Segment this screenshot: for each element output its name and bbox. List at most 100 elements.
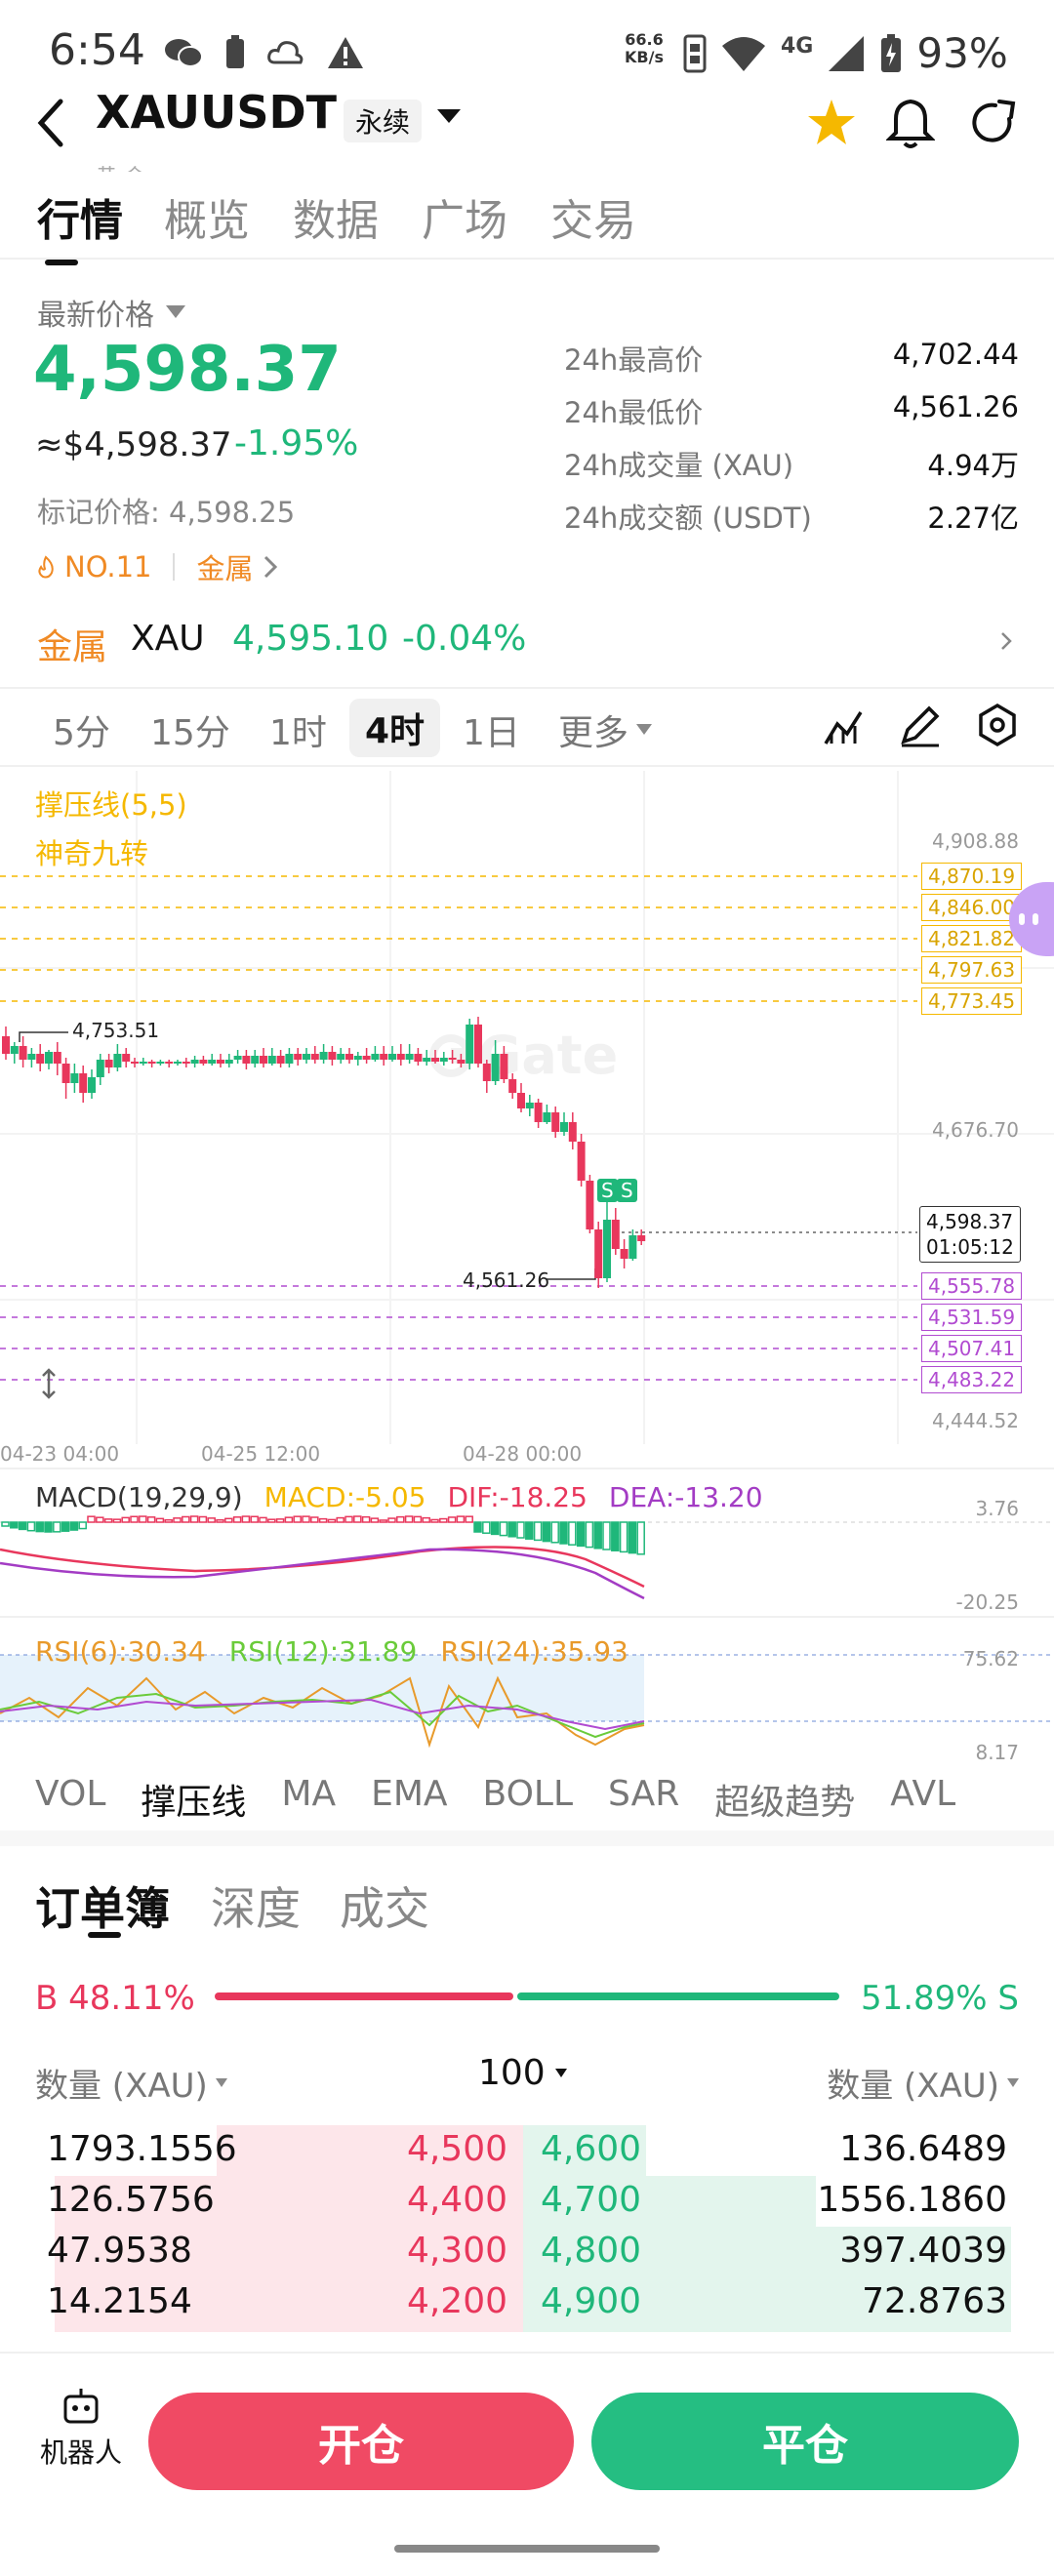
symbol-title[interactable]: XAUUSDT bbox=[96, 86, 338, 139]
status-time: 6:54 bbox=[49, 25, 145, 75]
overlay-support-resistance-label: 撑压线(5,5) bbox=[35, 788, 187, 822]
indicator-ema[interactable]: EMA bbox=[371, 1774, 448, 1814]
robot-button[interactable]: 机器人 bbox=[27, 2387, 135, 2471]
rsi24-value: RSI(24):35.93 bbox=[440, 1635, 628, 1668]
macd-histogram-bar bbox=[379, 1519, 387, 1523]
symbol-dropdown-icon[interactable] bbox=[437, 107, 461, 125]
candle-body bbox=[448, 1058, 457, 1060]
open-position-button[interactable]: 开仓 bbox=[148, 2393, 574, 2490]
indicator-boll[interactable]: BOLL bbox=[482, 1774, 574, 1814]
macd-histogram-bar bbox=[87, 1515, 96, 1523]
tab-data[interactable]: 数据 bbox=[293, 196, 379, 246]
macd-value: MACD:-5.05 bbox=[264, 1481, 426, 1513]
kline-chart[interactable]: Gate 撑压线(5,5) bbox=[0, 771, 1054, 1466]
tab-square[interactable]: 广场 bbox=[422, 196, 507, 246]
support-tag: 4,531.59 bbox=[921, 1304, 1023, 1331]
candle-body bbox=[233, 1056, 242, 1060]
metal-index-bar[interactable]: 金属 XAU 4,595.10 -0.04% bbox=[0, 605, 1054, 683]
candle-body bbox=[224, 1060, 233, 1064]
timeframe-4h[interactable]: 4时 bbox=[349, 699, 441, 757]
macd-histogram-bar bbox=[568, 1521, 577, 1546]
resistance-tag: 4,773.45 bbox=[921, 987, 1023, 1015]
candle-body bbox=[303, 1054, 310, 1060]
macd-histogram-bar bbox=[619, 1521, 628, 1553]
indicator-support-resistance[interactable]: 撑压线 bbox=[141, 1783, 247, 1823]
ask-depth-bar bbox=[523, 2277, 1011, 2332]
tab-trade[interactable]: 交易 bbox=[550, 196, 636, 246]
chevron-down-icon bbox=[215, 2077, 227, 2087]
indicator-vol[interactable]: VOL bbox=[35, 1774, 106, 1814]
candle-body bbox=[61, 1064, 70, 1083]
rank-row[interactable]: NO.11 金属 bbox=[37, 546, 278, 587]
contract-type-badge[interactable]: 永续 bbox=[344, 100, 423, 142]
chart-resize-handle-icon[interactable] bbox=[39, 1368, 59, 1399]
bell-icon[interactable] bbox=[886, 98, 935, 150]
indicator-avl[interactable]: AVL bbox=[890, 1774, 956, 1814]
orderbook-tab-active[interactable]: 订单簿 bbox=[35, 1882, 170, 1935]
close-position-button[interactable]: 平仓 bbox=[591, 2393, 1019, 2490]
macd-histogram-bar bbox=[396, 1515, 405, 1523]
resistance-tag: 4,846.00 bbox=[921, 894, 1023, 921]
timeframe-15m[interactable]: 15分 bbox=[150, 713, 230, 753]
robot-icon bbox=[63, 2389, 99, 2424]
back-icon[interactable] bbox=[35, 98, 66, 148]
macd-histogram-bar bbox=[216, 1518, 224, 1523]
draw-pencil-icon[interactable] bbox=[898, 703, 941, 747]
timeframe-1h[interactable]: 1时 bbox=[269, 713, 327, 753]
macd-histogram-bar bbox=[533, 1521, 543, 1542]
macd-histogram-bar bbox=[370, 1517, 380, 1523]
orderbook-row[interactable]: 47.9538 4,300 4,800 397.4039 bbox=[0, 2231, 1054, 2281]
share-icon[interactable] bbox=[970, 98, 1019, 148]
timeframe-1d[interactable]: 1日 bbox=[463, 713, 520, 753]
rank-value: NO.11 bbox=[64, 550, 152, 584]
candle-body bbox=[491, 1054, 500, 1081]
macd-histogram-bar bbox=[473, 1521, 482, 1533]
favorite-star-icon[interactable] bbox=[806, 98, 857, 148]
macd-histogram-bar bbox=[559, 1521, 568, 1545]
macd-histogram-bar bbox=[189, 1515, 199, 1523]
macd-histogram-bar bbox=[35, 1521, 44, 1533]
candle-body bbox=[371, 1054, 380, 1060]
tab-overview[interactable]: 概览 bbox=[164, 196, 250, 246]
macd-histogram-bar bbox=[345, 1515, 353, 1523]
timeframe-more[interactable]: 更多 bbox=[558, 704, 653, 755]
x-label: 04-28 00:00 bbox=[463, 1442, 583, 1466]
candle-body bbox=[53, 1052, 61, 1064]
status-system-icons: 4G 93% bbox=[683, 29, 1008, 77]
indicator-ma[interactable]: MA bbox=[281, 1774, 337, 1814]
candle-body bbox=[276, 1056, 285, 1064]
candle-body bbox=[260, 1056, 267, 1064]
candle-body bbox=[603, 1220, 611, 1278]
orderbook-row[interactable]: 126.5756 4,400 4,700 1556.1860 bbox=[0, 2180, 1054, 2231]
macd-histogram-bar bbox=[267, 1518, 276, 1523]
candle-body bbox=[310, 1054, 319, 1060]
indicator-supertrend[interactable]: 超级趋势 bbox=[714, 1783, 856, 1823]
indicator-icon[interactable] bbox=[822, 704, 865, 747]
indicator-sar[interactable]: SAR bbox=[608, 1774, 680, 1814]
orderbook-tab-depth[interactable]: 深度 bbox=[211, 1882, 301, 1935]
tab-market[interactable]: 行情 bbox=[37, 185, 123, 265]
orderbook-row[interactable]: 1793.1556 4,500 4,600 136.6489 bbox=[0, 2129, 1054, 2180]
orderbook-row[interactable]: 14.2154 4,200 4,900 72.8763 bbox=[0, 2281, 1054, 2332]
stat-turnover-value: 2.27亿 bbox=[927, 502, 1019, 535]
candle-body bbox=[594, 1229, 603, 1278]
macd-histogram-bar bbox=[275, 1518, 285, 1523]
fire-icon bbox=[38, 555, 54, 579]
col-left-header[interactable]: 数量 (XAU) bbox=[35, 2059, 227, 2107]
macd-histogram-bar bbox=[26, 1521, 36, 1532]
y-label-bottom: 4,444.52 bbox=[931, 1409, 1019, 1432]
floating-assistant-icon bbox=[1019, 913, 1038, 925]
candle-body bbox=[611, 1220, 620, 1249]
bid-qty: 14.2154 bbox=[47, 2281, 192, 2321]
col-right-header[interactable]: 数量 (XAU) bbox=[827, 2059, 1019, 2107]
x-label: 04-25 12:00 bbox=[201, 1442, 321, 1466]
latest-price-label[interactable]: 最新价格 bbox=[37, 291, 185, 334]
candle-body bbox=[208, 1060, 217, 1064]
orderbook-tab-trades[interactable]: 成交 bbox=[340, 1882, 429, 1935]
precision-selector[interactable]: 100 bbox=[478, 2053, 567, 2093]
timeframe-5m[interactable]: 5分 bbox=[53, 713, 110, 753]
current-price-tag: 4,598.37 01:05:12 bbox=[919, 1206, 1021, 1263]
support-price-tags: 4,555.78 4,531.59 4,507.41 4,483.22 bbox=[921, 1272, 1023, 1393]
chart-settings-icon[interactable] bbox=[976, 703, 1019, 747]
kline-canvas bbox=[0, 771, 1054, 1444]
